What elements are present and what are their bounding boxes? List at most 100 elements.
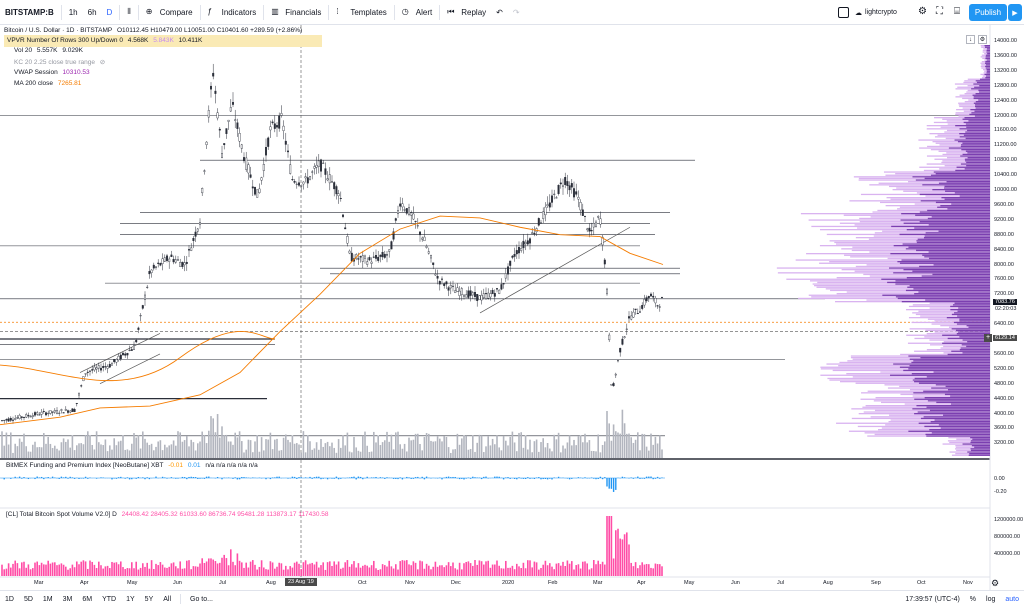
volume-bar (370, 451, 373, 458)
percent-toggle[interactable]: % (969, 595, 977, 603)
add-alert-button[interactable]: + (984, 334, 992, 342)
candle-series (1, 63, 664, 424)
spot-volume-bar (7, 563, 10, 576)
spot-volume-bar (597, 560, 599, 576)
spot-volume-bar (111, 561, 113, 576)
volume-bar (177, 431, 179, 458)
vpvr-bar-up (962, 153, 990, 156)
clock[interactable]: 17:39:57 (UTC-4) (905, 595, 960, 603)
vpvr-bar-down (829, 240, 990, 242)
candle-body (656, 305, 659, 307)
candle-body (66, 410, 69, 413)
publish-menu-button[interactable]: ▶ (1008, 4, 1022, 21)
undo-button[interactable]: ↶ (491, 0, 508, 25)
redo-button[interactable]: ↷ (508, 0, 525, 25)
snapshot-button[interactable]: ⌸ (954, 6, 960, 17)
symbol-search[interactable]: BITSTAMP:B (5, 7, 54, 17)
settings-button[interactable]: ⚙ (918, 6, 927, 17)
volume-legend[interactable]: Vol 20 5.557K 9.029K (14, 47, 83, 54)
ma-legend[interactable]: MA 200 close 7265.81 (14, 80, 81, 87)
scroll-down-button[interactable]: ↓ (966, 35, 975, 44)
indicators-button[interactable]: ƒ Indicators (203, 0, 262, 25)
candle-body (126, 352, 129, 356)
volume-bar (36, 447, 38, 458)
volume-bar (111, 449, 113, 458)
alert-button[interactable]: ◷ Alert (397, 0, 437, 25)
volume-bar (216, 414, 219, 458)
funding-bar (648, 476, 650, 478)
volume-bar (104, 439, 107, 458)
volume-bar (340, 447, 342, 458)
range-button[interactable]: All (163, 595, 172, 603)
volume-bar (124, 449, 126, 458)
vpvr-bar-up (964, 160, 990, 162)
candle-body (183, 262, 186, 266)
fullscreen-button[interactable]: ⛶ (936, 6, 943, 17)
volume-bar (645, 446, 648, 458)
range-button[interactable]: 3M (62, 595, 73, 603)
range-button[interactable]: 5D (23, 595, 33, 603)
funding-legend[interactable]: BitMEX Funding and Premium Index [NeoBut… (6, 462, 258, 469)
volume-series (1, 409, 663, 458)
vpvr-bar-up (944, 393, 990, 396)
vpvr-legend[interactable]: VPVR Number Of Rows 300 Up/Down 0 4.568K… (4, 35, 322, 47)
vpvr-settings-button[interactable]: ⚙ (978, 35, 987, 44)
volume-bar (346, 432, 349, 458)
vpvr-bar-up (959, 195, 990, 197)
interval-6h[interactable]: 6h (87, 7, 97, 17)
eye-off-icon[interactable]: ⊘ (99, 59, 106, 66)
candle-body (128, 349, 131, 351)
spot-volume-bar (566, 560, 569, 576)
volume-bar (326, 441, 329, 458)
range-button[interactable]: 5Y (144, 595, 154, 603)
price-axis-label: 8800.00 (994, 231, 1014, 238)
range-button[interactable]: 1D (5, 595, 14, 603)
range-button[interactable]: YTD (102, 595, 117, 603)
vpvr-bar-down (912, 304, 990, 306)
candle-body (256, 189, 259, 198)
layout-menu[interactable]: ☁ lightcrypto (855, 4, 897, 21)
spot-volume-legend[interactable]: [CL] Total Bitcoin Spot Volume V2.0] D 2… (6, 511, 329, 518)
interval-1h[interactable]: 1h (68, 7, 78, 17)
vpvr-bar-up (970, 449, 990, 452)
volume-bar (373, 431, 375, 458)
auto-toggle[interactable]: auto (1005, 595, 1019, 603)
range-button[interactable]: 1M (42, 595, 53, 603)
vpvr-bar-up (923, 416, 990, 418)
publish-button[interactable]: Publish (969, 4, 1007, 21)
interval-d[interactable]: D (106, 7, 113, 17)
volume-bar (236, 437, 239, 458)
spot-volume-bar (628, 544, 630, 576)
spot-volume-bar (265, 569, 267, 576)
goto-button[interactable]: Go to... (190, 595, 213, 603)
vwap-legend[interactable]: VWAP Session 10310.53 (14, 69, 90, 76)
alert-label: Alert (415, 7, 433, 17)
candle-body (379, 254, 382, 257)
volume-bar (406, 451, 408, 458)
axis-settings-button[interactable]: ⚙ (991, 578, 999, 589)
kc-legend[interactable]: KC 20 2.25 close true range ⊘ (14, 58, 105, 66)
chart-type-button[interactable]: ⫴ (122, 0, 135, 25)
vpvr-bar-up (968, 120, 990, 122)
compare-button[interactable]: ⊕ Compare (141, 0, 198, 25)
range-button[interactable]: 6M (82, 595, 93, 603)
vpvr-bar-down (933, 121, 990, 124)
vpvr-bar-up (924, 397, 990, 399)
vpvr-bar-down (934, 158, 990, 160)
funding-bar (641, 478, 643, 479)
volume-bar (7, 444, 10, 458)
log-toggle[interactable]: log (986, 595, 996, 603)
volume-bar (557, 432, 560, 458)
spot-volume-bar (373, 560, 375, 576)
volume-bar (535, 439, 538, 458)
fullscreen-toggle[interactable] (838, 7, 849, 18)
financials-button[interactable]: ▥ Financials (266, 0, 326, 25)
range-button[interactable]: 1Y (126, 595, 135, 603)
chart-canvas[interactable] (0, 25, 1024, 590)
replay-button[interactable]: ⏮ Replay (442, 0, 491, 25)
vpvr-bar-down (980, 56, 990, 58)
funding-bar (36, 476, 38, 478)
templates-button[interactable]: ⁞ Templates (331, 0, 391, 25)
vpvr-bar-down (918, 139, 990, 141)
funding-bar (496, 476, 498, 478)
